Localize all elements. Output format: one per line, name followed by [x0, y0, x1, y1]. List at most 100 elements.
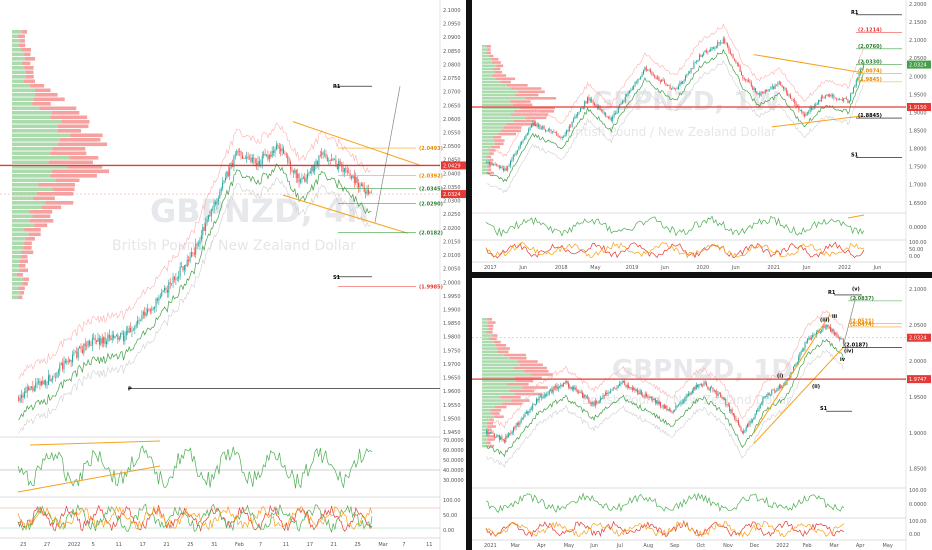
chart-1d-vp-buy — [482, 438, 488, 441]
chart-4h-vp-sell — [29, 219, 54, 223]
chart-1d-candle — [559, 386, 561, 387]
chart-4h-candle — [348, 172, 350, 174]
chart-1w-vp-buy — [482, 116, 526, 120]
chart-4h-price-axis[interactable] — [440, 0, 466, 550]
chart-1w-candle — [701, 55, 703, 57]
pane-separator-horizontal[interactable] — [472, 272, 932, 278]
chart-4h-y-tick: 2.0150 — [443, 239, 461, 245]
chart-4h-vp-sell — [22, 30, 28, 34]
pane-separator-vertical[interactable] — [466, 0, 472, 550]
chart-4h-osc-tick: 50.0000 — [443, 458, 464, 464]
chart-1w-price-tag[interactable] — [907, 60, 931, 69]
chart-1w-candle — [529, 127, 531, 130]
chart-1w-candle — [588, 97, 590, 101]
chart-1d-vp-sell — [494, 415, 504, 419]
chart-4h-vp-sell — [24, 241, 32, 246]
chart-1d-vp-sell — [487, 438, 495, 441]
chart-4h-candle — [80, 346, 82, 350]
chart-4h-candle — [124, 335, 126, 342]
chart-1w-candle — [729, 50, 731, 55]
chart-4h-x-tick: 25 — [354, 542, 360, 548]
chart-1w-candle — [638, 78, 640, 80]
chart-1w-candle — [710, 48, 712, 52]
chart-4h-candle — [107, 334, 109, 342]
chart-1d-candle — [596, 400, 598, 403]
chart-1d-candle — [561, 385, 563, 387]
chart-1d-candle — [606, 392, 608, 395]
chart-4h-price-tag[interactable] — [441, 190, 466, 199]
chart-4h-candle — [356, 177, 358, 184]
chart-4h-candle — [155, 298, 157, 307]
chart-1w-candle — [728, 46, 730, 51]
chart-4h-candle — [120, 333, 122, 338]
chart-1w-candle — [582, 107, 584, 109]
chart-4h-x-tick: 7 — [259, 542, 262, 548]
chart-1w-candle — [608, 117, 609, 119]
chart-4h-candle — [239, 151, 241, 152]
chart-1d-x-tick: 2022 — [776, 543, 789, 549]
chart-1w-vp-sell — [525, 116, 547, 120]
chart-4h-candle — [115, 334, 117, 337]
chart-1d-vp-sell — [500, 396, 521, 399]
chart-1w-y-tick: 1.8000 — [909, 147, 927, 153]
chart-1d-vp-sell — [486, 431, 491, 435]
chart-4h-candle — [244, 157, 246, 159]
chart-1d-candle — [722, 397, 724, 400]
chart-1d-price-tag[interactable] — [907, 375, 931, 384]
chart-4h-y-tick: 1.9750 — [443, 348, 461, 354]
chart-1w-candle — [717, 42, 719, 46]
chart-1d-price-tag-text: 1.9747 — [909, 377, 927, 383]
chart-1w-price-tag[interactable] — [907, 103, 931, 111]
chart-1w-candle — [820, 96, 822, 102]
chart-4h-candle — [165, 287, 167, 291]
chart-1w-vp-sell — [489, 54, 494, 58]
chart-4h-candle — [56, 373, 58, 378]
chart-1d-candle — [837, 336, 839, 338]
chart-1d-vp-buy — [482, 435, 489, 438]
chart-4h-candle — [52, 376, 54, 380]
chart-1d-vp-sell — [497, 347, 510, 350]
chart-1w-candle — [641, 74, 643, 77]
chart-pane-1d[interactable]: GBPNZD, 1D British Pound / New Zealand Do… — [472, 278, 932, 550]
chart-4h-candle — [223, 180, 225, 183]
chart-1w-candle — [707, 51, 709, 53]
chart-1w-candle — [615, 113, 616, 114]
chart-pane-4h[interactable]: GBPNZD, 4h British Pound / New Zealand Do… — [0, 0, 466, 550]
chart-1w-candle — [794, 100, 796, 104]
chart-1w-candle — [739, 66, 741, 73]
chart-1w-vp-sell — [512, 103, 533, 107]
chart-1d-candle — [601, 398, 603, 399]
chart-1w-candle — [556, 132, 558, 135]
chart-1w-candle — [692, 67, 693, 69]
chart-4h-price-tag[interactable] — [441, 161, 466, 170]
chart-4h-candle — [295, 169, 297, 178]
chart-1w-vp-sell — [500, 129, 521, 133]
chart-1d-candle — [507, 433, 509, 438]
chart-1d-vp-sell — [504, 353, 526, 357]
chart-4h-candle — [30, 386, 32, 388]
chart-1w-candle — [748, 80, 749, 82]
chart-1w-candle — [682, 81, 684, 84]
chart-4h-vp-buy — [12, 268, 20, 273]
chart-1d-vp-sell — [486, 331, 493, 334]
chart-1d-candle — [487, 431, 489, 435]
chart-4h-y-tick: 2.1000 — [443, 8, 461, 14]
chart-4h-canvas[interactable]: GBPNZD, 4h British Pound / New Zealand Do… — [0, 0, 466, 550]
chart-1w-candle — [746, 80, 748, 81]
chart-1d-price-tag[interactable] — [907, 333, 931, 342]
chart-1d-candle — [776, 389, 778, 392]
chart-1d-vp-buy — [482, 402, 503, 406]
chart-1w-canvas[interactable]: GBPNZD, 1W British Pound / New Zealand Do… — [472, 0, 932, 272]
chart-4h-candle — [254, 159, 256, 164]
chart-4h-candle — [304, 177, 306, 182]
chart-1w-y-tick: 2.1000 — [909, 38, 927, 44]
chart-1w-candle — [602, 110, 604, 114]
chart-1d-candle — [611, 389, 613, 391]
chart-1d-candle — [748, 423, 750, 425]
chart-4h-candle — [122, 332, 124, 342]
chart-1w-candle — [750, 82, 752, 87]
chart-4h-candle — [311, 165, 313, 172]
chart-pane-1w[interactable]: GBPNZD, 1W British Pound / New Zealand Do… — [472, 0, 932, 272]
chart-1w-candle — [735, 60, 737, 64]
